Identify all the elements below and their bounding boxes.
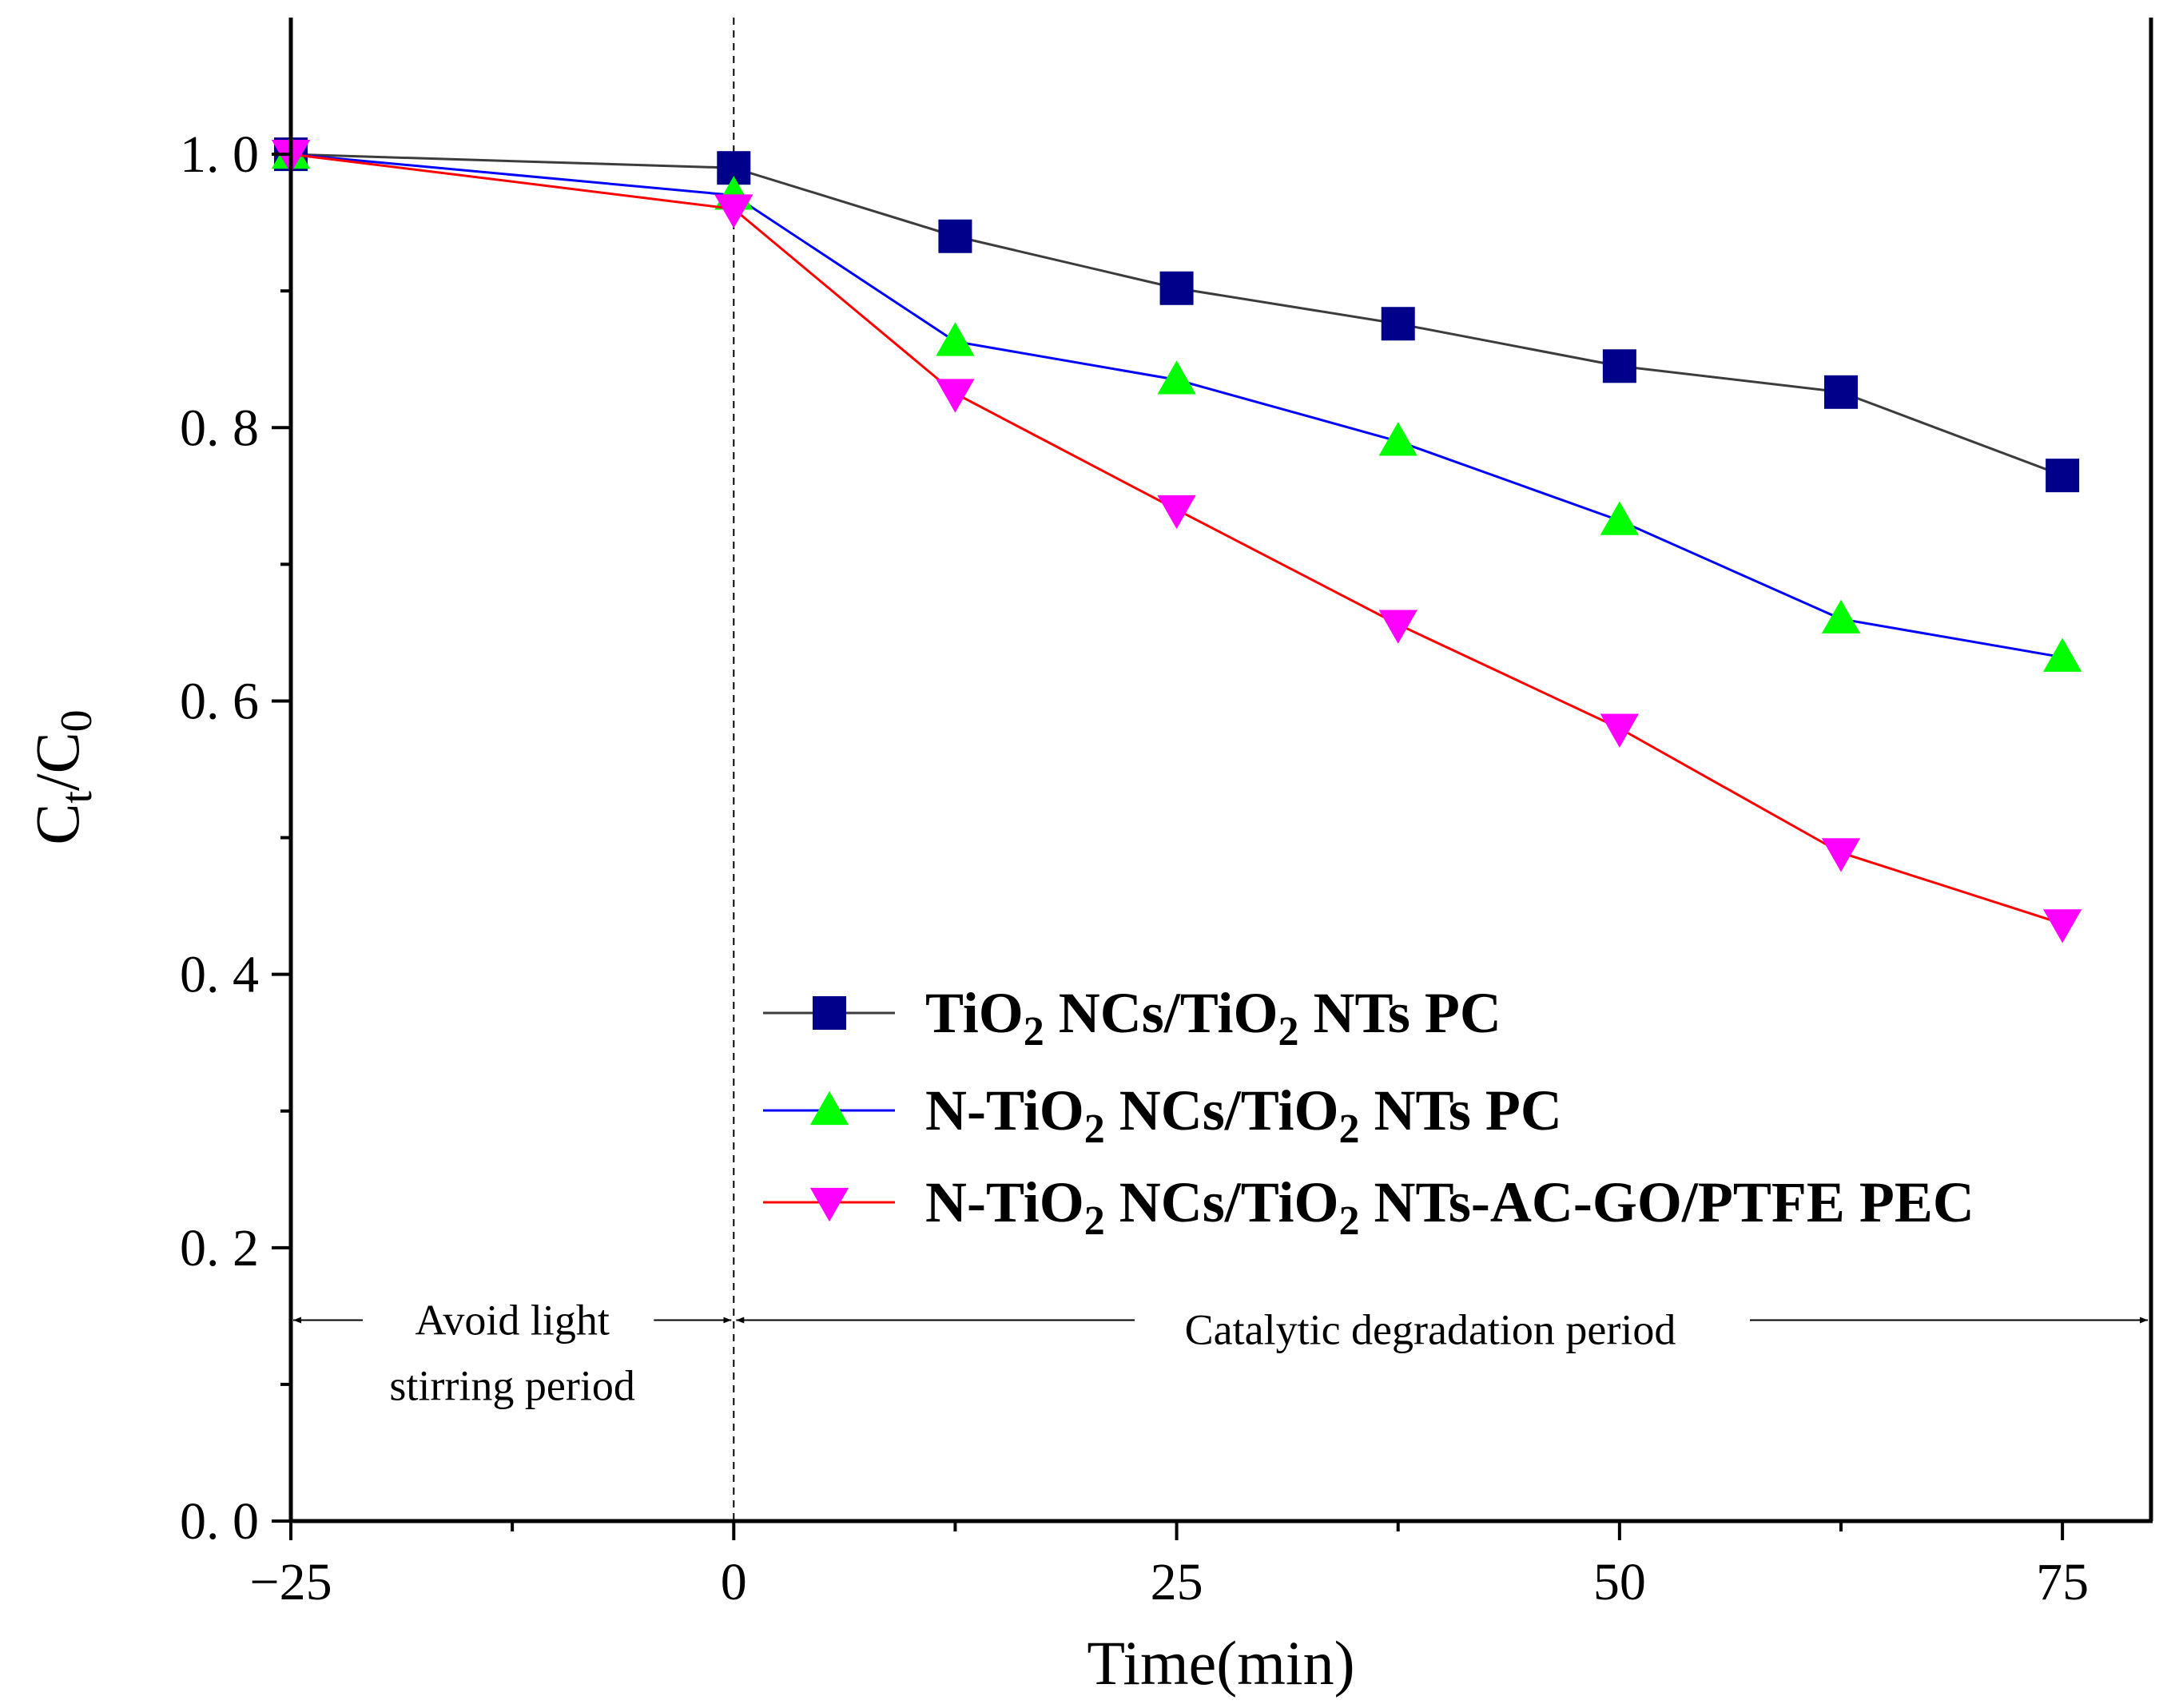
legend-label-part: TiO <box>925 981 1024 1045</box>
series-2-point <box>1600 501 1640 535</box>
y-tick-label: 0. 0 <box>180 1492 259 1551</box>
series-3-point <box>936 379 975 413</box>
x-tick-label: 75 <box>2036 1553 2089 1611</box>
annotation-text: Avoid light <box>415 1296 610 1344</box>
axes: −25 0 25 50 75 0. 0 0. 2 0. 4 0. 6 0. 8 1. 0 <box>180 18 2153 1611</box>
legend-item-2: N-TiO2 NCs/TiO2 NTs PC <box>763 1078 1562 1152</box>
series-1-point <box>938 219 972 253</box>
legend-label-part: NCs/TiO <box>1105 1170 1339 1234</box>
y-axis-title: Ct/C0 <box>22 709 101 844</box>
x-tick-label: −25 <box>249 1553 332 1611</box>
legend-label-part: 2 <box>1024 1009 1044 1055</box>
series-3-point <box>1378 610 1417 644</box>
legend-label: TiO2 NCs/TiO2 NTs PC <box>925 981 1501 1055</box>
series-2-point <box>1157 360 1196 395</box>
legend: TiO2 NCs/TiO2 NTs PCN-TiO2 NCs/TiO2 NTs … <box>763 981 1974 1244</box>
series-3-point <box>1821 838 1861 872</box>
legend-marker <box>813 996 846 1030</box>
annotation-catalytic: Catalytic degradation period <box>736 1305 2148 1353</box>
annotation-avoid-light: Avoid light stirring period <box>293 1296 732 1409</box>
y-axis-title-sub2: 0 <box>52 709 101 732</box>
series-3-line <box>290 153 2063 925</box>
legend-label-part: N-TiO <box>925 1170 1084 1234</box>
x-tick-label: 50 <box>1593 1553 1646 1611</box>
series-3-point <box>1600 713 1640 748</box>
series-1 <box>274 137 2080 493</box>
legend-item-3: N-TiO2 NCs/TiO2 NTs-AC-GO/PTFE PEC <box>763 1170 1974 1244</box>
series-1-point <box>1159 271 1194 305</box>
y-tick-label: 0. 4 <box>180 946 259 1004</box>
series-2-point <box>2042 638 2082 672</box>
y-tick-label: 1. 0 <box>180 125 259 184</box>
legend-label-part: NCs/TiO <box>1105 1078 1339 1142</box>
series-1-line <box>290 153 2063 477</box>
series-2 <box>271 134 2082 672</box>
series-1-point <box>1824 375 1858 409</box>
legend-label-part: 2 <box>1084 1106 1105 1152</box>
annotation-text: Catalytic degradation period <box>1185 1305 1676 1353</box>
y-tick-label: 0. 2 <box>180 1219 259 1277</box>
y-tick-label: 0. 8 <box>180 399 259 457</box>
series-2-point <box>1378 422 1417 456</box>
y-tick-label: 0. 6 <box>180 672 259 730</box>
legend-label: N-TiO2 NCs/TiO2 NTs-AC-GO/PTFE PEC <box>925 1170 1974 1244</box>
x-tick-label: 25 <box>1151 1553 1203 1611</box>
x-axis-title: Time(min) <box>1087 1628 1354 1698</box>
legend-label-part: NTs-AC-GO/PTFE PEC <box>1359 1170 1974 1234</box>
plot-area <box>271 18 2082 1521</box>
series-2-point <box>1821 599 1861 634</box>
series-3-point <box>1157 495 1196 530</box>
legend-label-part: 2 <box>1338 1198 1359 1244</box>
legend-item-1: TiO2 NCs/TiO2 NTs PC <box>763 981 1501 1055</box>
legend-label-part: 2 <box>1338 1106 1359 1152</box>
series-1-point <box>2046 459 2080 493</box>
y-axis-title-mid: /C <box>22 732 92 791</box>
series-1-point <box>1381 307 1415 341</box>
legend-marker <box>809 1187 849 1222</box>
legend-label-part: NTs PC <box>1298 981 1501 1045</box>
y-axis-title-sub1: t <box>52 791 101 804</box>
series-2-point <box>936 322 975 356</box>
series-1-point <box>1602 349 1636 383</box>
legend-label-part: NTs PC <box>1359 1078 1561 1142</box>
y-axis-title-main: C <box>22 804 92 845</box>
legend-label-part: 2 <box>1084 1198 1105 1244</box>
legend-label-part: 2 <box>1278 1009 1298 1055</box>
x-tick-label: 0 <box>721 1553 747 1611</box>
annotations: Avoid light stirring period Catalytic degr… <box>293 1296 2148 1409</box>
legend-label-part: NCs/TiO <box>1044 981 1278 1045</box>
legend-label-part: N-TiO <box>925 1078 1084 1142</box>
series-2-line <box>290 153 2063 659</box>
legend-marker <box>809 1090 849 1126</box>
legend-label: N-TiO2 NCs/TiO2 NTs PC <box>925 1078 1562 1152</box>
series-3-point <box>2042 909 2082 943</box>
series-3 <box>271 139 2082 943</box>
series-3-point <box>714 194 753 228</box>
annotation-text: stirring period <box>389 1361 634 1409</box>
